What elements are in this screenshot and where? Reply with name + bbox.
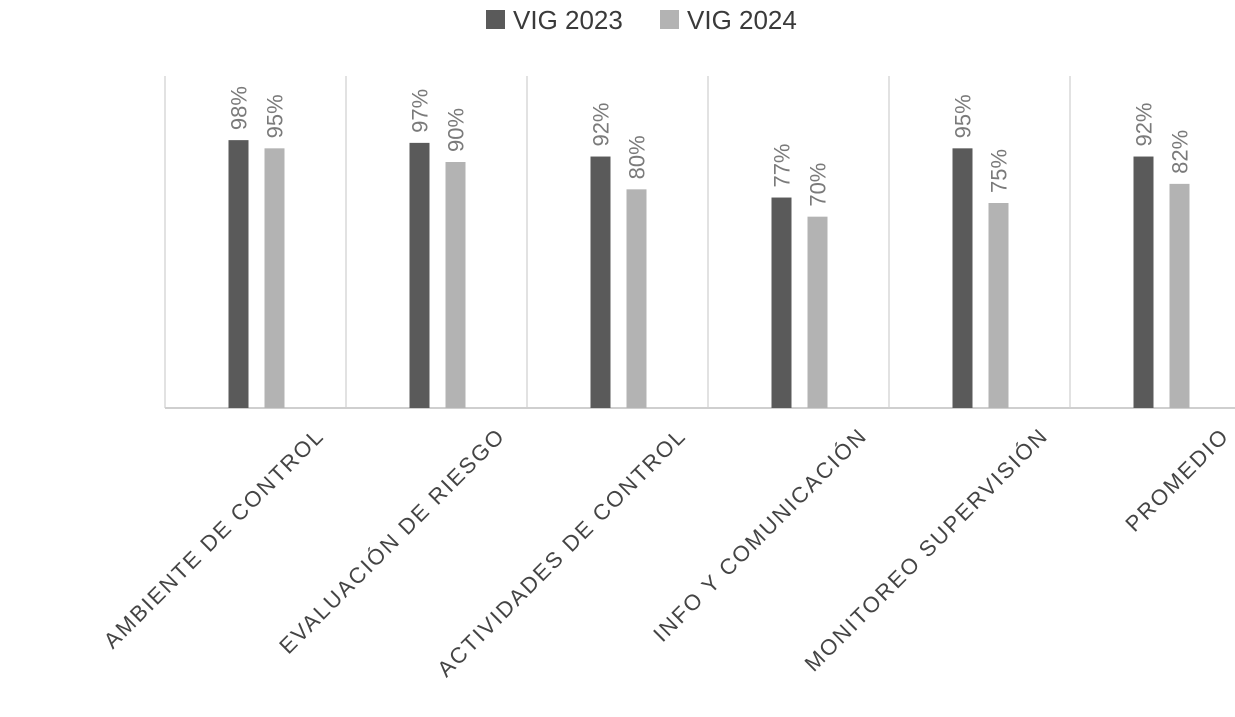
bar-vig-2023-info-y-comunicacion <box>771 197 792 408</box>
data-label-vig-2023-ambiente-de-control: 98% <box>227 86 252 130</box>
bar-vig-2024-monitoreo-supervision <box>988 203 1009 408</box>
bar-vig-2024-promedio <box>1169 183 1190 408</box>
bar-vig-2023-promedio <box>1133 156 1154 408</box>
bar-vig-2023-evaluacion-de-riesgo <box>409 142 430 408</box>
legend-label-vig-2023: VIG 2023 <box>513 5 623 35</box>
bar-vig-2023-monitoreo-supervision <box>952 148 973 409</box>
category-label-ambiente-de-control: AMBIENTE DE CONTROL <box>99 423 329 653</box>
bar-vig-2024-evaluacion-de-riesgo <box>445 162 466 408</box>
bar-vig-2023-actividades-de-control <box>590 156 611 408</box>
data-label-vig-2023-promedio: 92% <box>1132 102 1157 146</box>
bar-vig-2023-ambiente-de-control <box>228 140 249 408</box>
data-label-vig-2023-monitoreo-supervision: 95% <box>951 94 976 138</box>
bar-vig-2024-ambiente-de-control <box>264 148 285 409</box>
legend-swatch-vig-2024 <box>660 10 679 29</box>
bars <box>228 140 1190 409</box>
data-labels: 98% 95% 97% 90% 92% 80% 77% 70% 95% 75% 92% 82% <box>227 86 1193 207</box>
legend: VIG 2023 VIG 2024 <box>486 5 797 35</box>
data-label-vig-2023-actividades-de-control: 92% <box>589 102 614 146</box>
data-label-vig-2024-actividades-de-control: 80% <box>625 135 650 179</box>
data-label-vig-2024-monitoreo-supervision: 75% <box>987 149 1012 193</box>
data-label-vig-2023-evaluacion-de-riesgo: 97% <box>408 89 433 133</box>
legend-swatch-vig-2023 <box>486 10 505 29</box>
data-label-vig-2024-info-y-comunicacion: 70% <box>806 163 831 207</box>
data-label-vig-2024-ambiente-de-control: 95% <box>263 94 288 138</box>
bar-vig-2024-actividades-de-control <box>626 189 647 408</box>
data-label-vig-2023-info-y-comunicacion: 77% <box>770 143 795 187</box>
legend-label-vig-2024: VIG 2024 <box>687 5 797 35</box>
bar-vig-2024-info-y-comunicacion <box>807 216 828 408</box>
category-separators <box>164 76 1071 408</box>
category-label-promedio: PROMEDIO <box>1120 423 1234 537</box>
category-label-info-y-comunicacion: INFO Y COMUNICACIÓN <box>648 423 872 647</box>
data-label-vig-2024-promedio: 82% <box>1168 130 1193 174</box>
data-label-vig-2024-evaluacion-de-riesgo: 90% <box>444 108 469 152</box>
